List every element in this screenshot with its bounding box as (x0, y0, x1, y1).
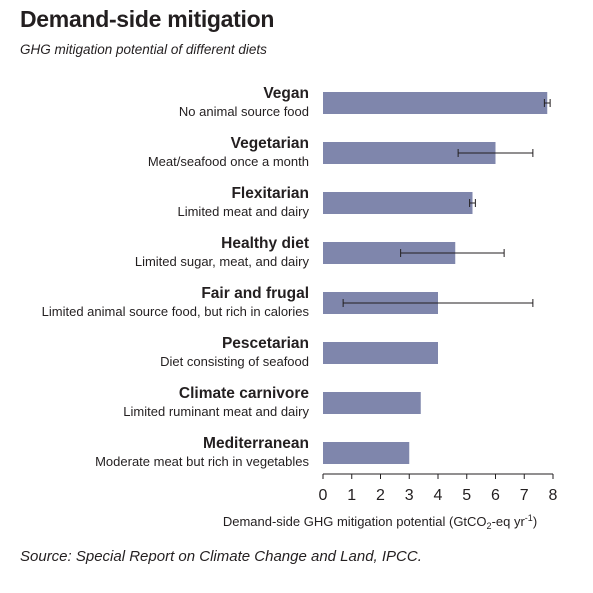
category-label-2: Flexitarian (231, 185, 309, 202)
x-tick-label-5: 5 (462, 487, 471, 504)
x-tick-label-7: 7 (520, 487, 529, 504)
category-description-1: Meat/seafood once a month (148, 154, 309, 169)
x-tick-label-1: 1 (347, 487, 356, 504)
category-description-3: Limited sugar, meat, and dairy (135, 254, 310, 269)
x-tick-label-0: 0 (319, 487, 328, 504)
x-tick-label-4: 4 (434, 487, 443, 504)
bar-7 (323, 442, 410, 464)
error-bar-1 (457, 149, 534, 157)
category-description-7: Moderate meat but rich in vegetables (95, 454, 309, 469)
category-description-6: Limited ruminant meat and dairy (123, 404, 309, 419)
category-label-7: Mediterranean (203, 435, 309, 452)
bar-1 (323, 142, 496, 164)
x-axis-label: Demand-side GHG mitigation potential (Gt… (223, 513, 537, 531)
error-bar-2 (469, 199, 476, 207)
category-label-3: Healthy diet (221, 235, 309, 252)
category-label-4: Fair and frugal (201, 285, 309, 302)
category-label-5: Pescetarian (222, 335, 309, 352)
error-bar-4 (342, 299, 534, 307)
category-label-1: Vegetarian (231, 135, 309, 152)
bar-3 (323, 242, 456, 264)
x-tick-label-6: 6 (491, 487, 500, 504)
category-description-0: No animal source food (179, 104, 309, 119)
x-tick-label-2: 2 (376, 487, 385, 504)
error-bar-0 (543, 99, 551, 107)
error-bar-3 (400, 249, 505, 257)
category-description-4: Limited animal source food, but rich in … (42, 304, 310, 319)
x-tick-label-3: 3 (405, 487, 414, 504)
bar-6 (323, 392, 421, 414)
bar-5 (323, 342, 438, 364)
category-description-2: Limited meat and dairy (177, 204, 309, 219)
source-note: Source: Special Report on Climate Change… (20, 548, 422, 565)
bar-0 (323, 92, 548, 114)
chart-title: Demand-side mitigation (20, 6, 275, 32)
x-tick-label-8: 8 (549, 487, 558, 504)
category-description-5: Diet consisting of seafood (160, 354, 309, 369)
category-label-6: Climate carnivore (179, 385, 309, 402)
bar-2 (323, 192, 473, 214)
category-label-0: Vegan (263, 85, 309, 102)
chart-subtitle: GHG mitigation potential of different di… (20, 42, 267, 57)
